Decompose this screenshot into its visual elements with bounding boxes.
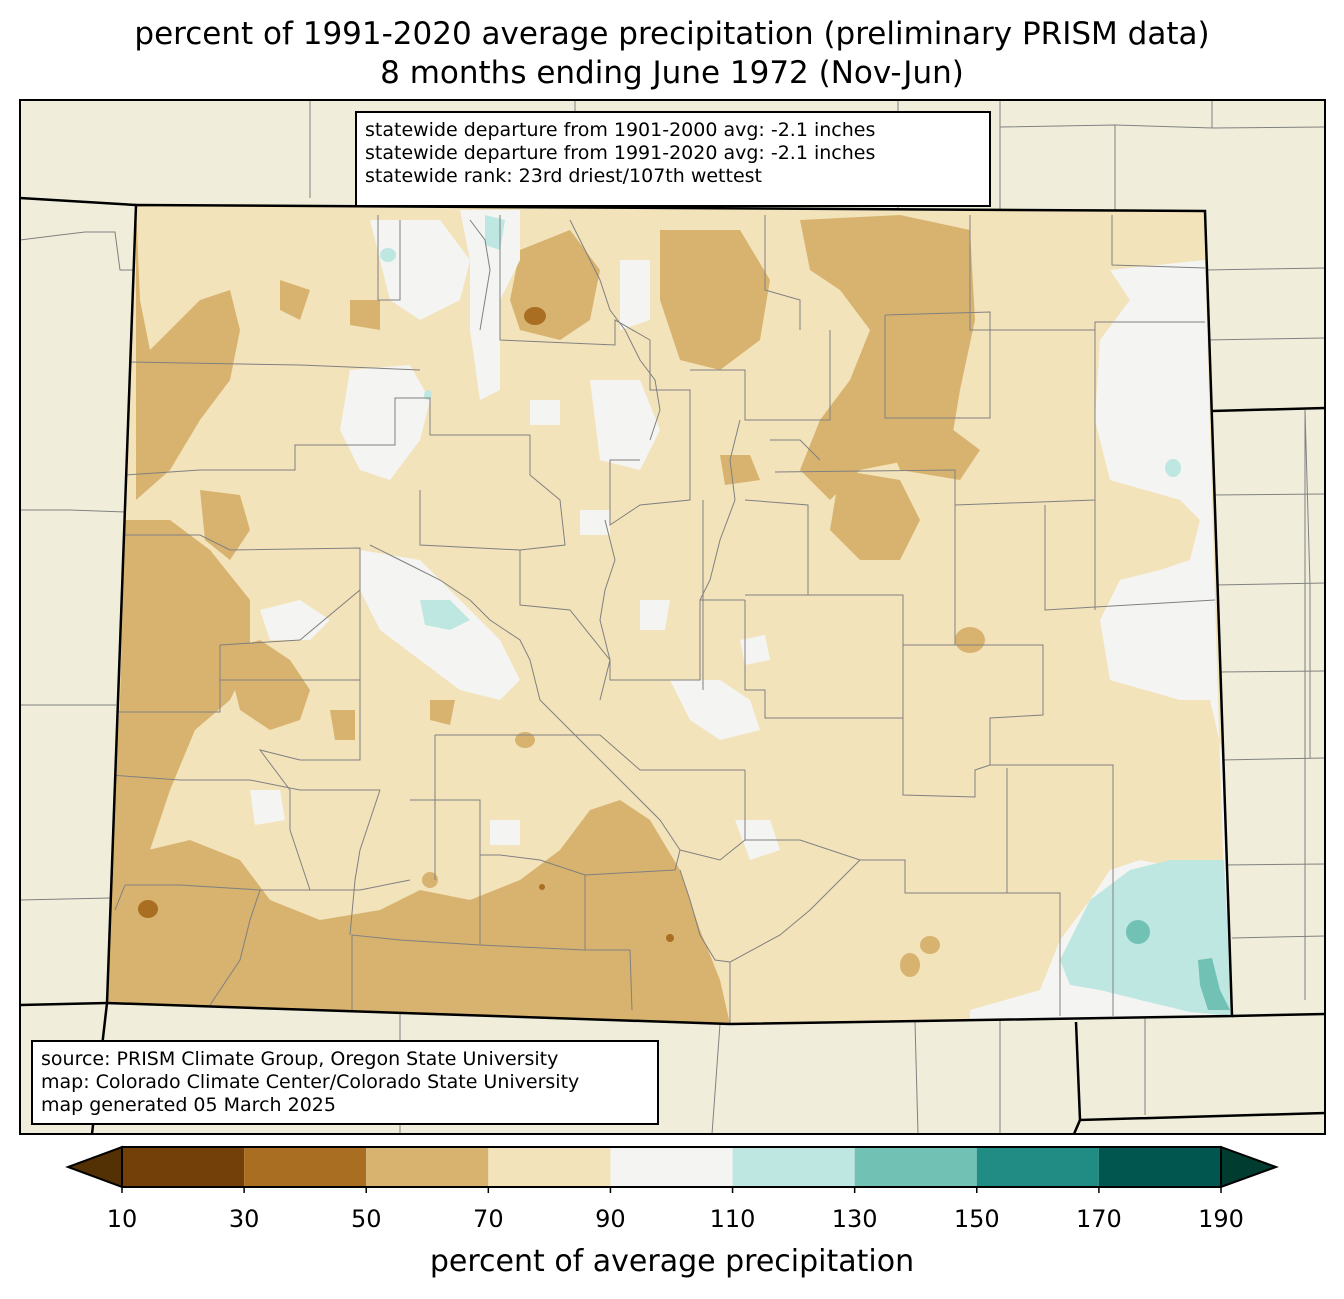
colorbar-outline bbox=[121, 1146, 1222, 1188]
stats-line-2: statewide departure from 1991-2020 avg: … bbox=[365, 142, 876, 164]
map-subtitle: 8 months ending June 1972 (Nov-Jun) bbox=[380, 55, 964, 91]
source-line-3: map generated 05 March 2025 bbox=[41, 1094, 336, 1116]
colorbar-tick-label: 170 bbox=[1075, 1205, 1122, 1233]
colorbar-bin bbox=[732, 1147, 855, 1187]
colorbar-tick-label: 90 bbox=[595, 1205, 626, 1233]
statewide-stats-box: statewide departure from 1901-2000 avg: … bbox=[355, 111, 991, 207]
colorbar-tick-label: 110 bbox=[709, 1205, 756, 1233]
colorbar-bin bbox=[366, 1147, 489, 1187]
colorbar-tick-label: 50 bbox=[350, 1205, 382, 1233]
colorbar-bin bbox=[244, 1147, 367, 1187]
colorbar-tick-label: 190 bbox=[1198, 1205, 1244, 1233]
colorbar bbox=[65, 1145, 1279, 1193]
colorbar-tick-label: 70 bbox=[473, 1205, 504, 1233]
colorbar-over-arrow bbox=[1220, 1145, 1279, 1189]
colorbar-tick-label: 30 bbox=[228, 1205, 260, 1233]
colorbar-tick-label: 150 bbox=[953, 1205, 1000, 1233]
colorbar-bin bbox=[854, 1147, 977, 1187]
colorbar-tick-label: 10 bbox=[106, 1205, 138, 1233]
colorbar-bin bbox=[976, 1147, 1099, 1187]
source-credit-box: source: PRISM Climate Group, Oregon Stat… bbox=[31, 1040, 659, 1125]
source-line-2: map: Colorado Climate Center/Colorado St… bbox=[41, 1071, 580, 1093]
colorbar-under-arrow bbox=[65, 1145, 123, 1189]
colorbar-label: percent of average precipitation bbox=[429, 1244, 915, 1279]
colorbar-bin bbox=[610, 1147, 733, 1187]
colorbar-tick-label: 130 bbox=[831, 1205, 878, 1233]
county-lines bbox=[109, 215, 1216, 1024]
colorbar-bin bbox=[488, 1147, 611, 1187]
source-line-1: source: PRISM Climate Group, Oregon Stat… bbox=[41, 1048, 559, 1070]
county-lines-wiggly bbox=[114, 219, 741, 963]
colorbar-bin bbox=[1098, 1147, 1221, 1187]
map-frame bbox=[19, 99, 1326, 1135]
map-title: percent of 1991-2020 average precipitati… bbox=[134, 16, 1210, 52]
colorado-boundary bbox=[105, 203, 1234, 1026]
precipitation-field bbox=[107, 205, 1232, 1024]
stats-line-3: statewide rank: 23rd driest/107th wettes… bbox=[365, 165, 762, 187]
stats-line-1: statewide departure from 1901-2000 avg: … bbox=[365, 119, 876, 141]
colorbar-bin bbox=[122, 1147, 245, 1187]
